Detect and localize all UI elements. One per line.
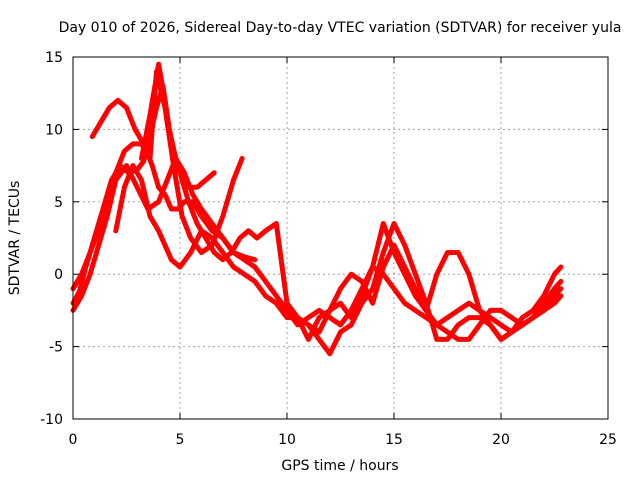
x-tick-label: 20 xyxy=(492,432,510,448)
plot-frame xyxy=(72,56,609,420)
x-axis-label: GPS time / hours xyxy=(281,458,398,474)
y-tick-label: -10 xyxy=(40,412,63,428)
series-arc-5 xyxy=(139,61,564,342)
x-tick-label: 0 xyxy=(69,432,78,448)
y-tick-label: -5 xyxy=(49,340,63,356)
x-tick-label: 25 xyxy=(599,432,617,448)
x-tick-label: 15 xyxy=(385,432,403,448)
series-arc-7 xyxy=(305,242,564,342)
y-tick-label: 5 xyxy=(54,195,63,211)
series-group xyxy=(70,61,564,357)
y-tick-label: 10 xyxy=(45,122,63,138)
chart-title: Day 010 of 2026, Sidereal Day-to-day VTE… xyxy=(59,20,622,36)
grid xyxy=(73,57,608,419)
x-tick-label: 5 xyxy=(176,432,185,448)
y-tick-label: 15 xyxy=(45,50,63,66)
x-tick-label: 10 xyxy=(278,432,296,448)
series-arc-6 xyxy=(70,155,564,335)
y-axis-label: SDTVAR / TECUs xyxy=(7,181,23,296)
y-tick-label: 0 xyxy=(54,267,63,283)
